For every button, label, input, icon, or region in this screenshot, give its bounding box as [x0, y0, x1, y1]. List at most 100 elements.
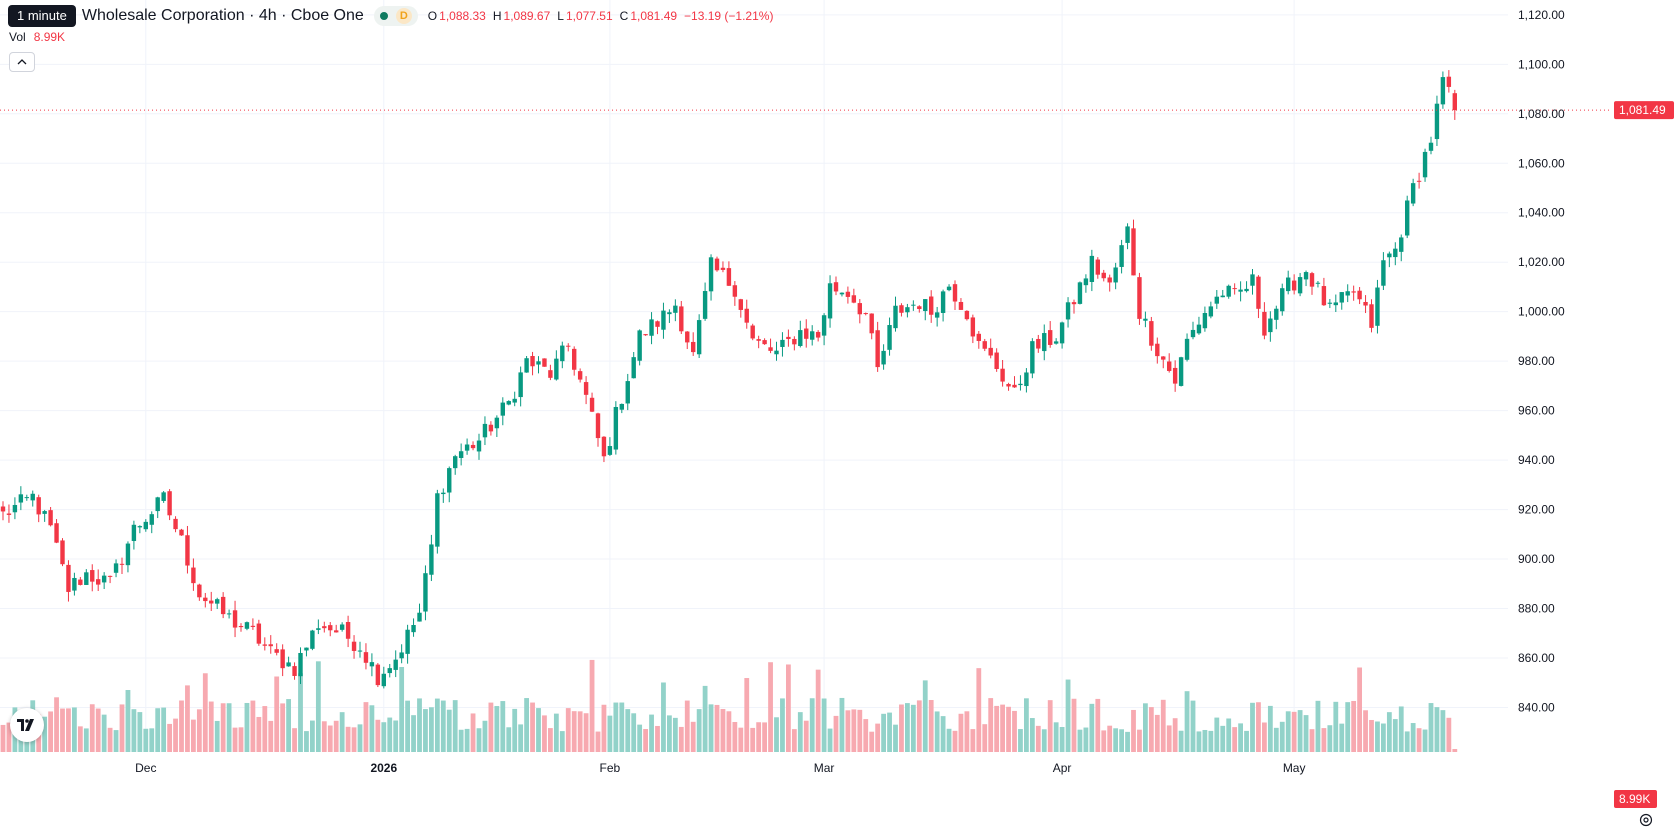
volume-bar	[791, 729, 797, 752]
volume-bar	[672, 717, 678, 752]
candle-body	[1256, 276, 1261, 309]
candle-body	[286, 662, 291, 667]
collapse-legend-button[interactable]	[9, 52, 35, 72]
candle-body	[536, 361, 541, 365]
volume-bar	[238, 727, 244, 752]
candle-body	[42, 511, 47, 514]
candle-body	[453, 456, 458, 469]
volume-bar	[803, 720, 809, 752]
candle-body	[542, 358, 547, 367]
time-axis[interactable]: Dec 2026 Feb Mar Apr May	[135, 761, 1305, 775]
candle-body	[589, 397, 595, 412]
candle-body	[1357, 290, 1362, 300]
candle-body	[1286, 277, 1291, 292]
time-tick-label: May	[1283, 761, 1306, 775]
volume-bar	[500, 701, 506, 752]
price-tick-label: 1,040.00	[1518, 206, 1565, 220]
candle-body	[1208, 306, 1214, 317]
volume-bar	[887, 712, 892, 752]
candle-body	[226, 613, 232, 615]
chart-grid	[0, 0, 1508, 752]
candle-body	[655, 321, 660, 327]
candle-body	[917, 306, 922, 309]
candle-body	[197, 584, 202, 598]
volume-value-label: 8.99K	[1619, 792, 1650, 806]
volume-bar	[994, 705, 1000, 752]
price-tick-label: 1,000.00	[1518, 305, 1565, 319]
volume-bar	[470, 713, 476, 752]
volume-bar	[797, 712, 803, 752]
tradingview-logo-icon[interactable]	[10, 708, 44, 742]
volume-bar	[512, 708, 518, 752]
market-status-pill[interactable]: D	[373, 6, 418, 26]
volume-bar	[262, 706, 268, 752]
volume-bar	[922, 680, 928, 752]
candle-body	[482, 423, 488, 438]
volume-bar	[809, 698, 815, 752]
volume-bar	[976, 668, 982, 752]
candle-body	[447, 468, 452, 493]
candle-body	[441, 492, 446, 495]
volume-bar	[1047, 700, 1053, 752]
candle-body	[155, 497, 160, 512]
candle-body	[1220, 295, 1225, 298]
volume-bar	[1345, 702, 1351, 752]
candle-body	[36, 497, 41, 515]
candle-body	[1137, 277, 1142, 319]
symbol-title[interactable]: Wholesale Corporation · 4h · Cboe One	[81, 7, 364, 24]
volume-bar	[571, 711, 577, 752]
volume-bar	[89, 704, 95, 752]
candle-body	[339, 624, 345, 630]
candle-body	[685, 331, 690, 343]
volume-bar	[589, 659, 595, 752]
gear-icon[interactable]	[1637, 811, 1657, 831]
volume-bar	[1279, 721, 1285, 752]
candle-body	[375, 664, 381, 686]
volume-bar	[601, 704, 607, 752]
candle-body	[1297, 277, 1303, 294]
volume-bar	[1291, 711, 1297, 752]
volume-bar	[607, 715, 613, 752]
volume-bar	[1327, 725, 1333, 752]
candle-body	[137, 526, 143, 528]
volume-bar	[631, 713, 637, 752]
volume-bar	[946, 728, 952, 752]
candle-body	[875, 330, 880, 368]
volume-bar	[1256, 702, 1261, 752]
volume-bar	[1190, 700, 1196, 752]
volume-bar	[1285, 711, 1291, 752]
candle-body	[1446, 76, 1452, 87]
candle-body	[250, 625, 256, 627]
candle-body	[1030, 341, 1035, 374]
volume-bar	[613, 702, 619, 752]
volume-bar	[821, 698, 827, 752]
volume-bar	[476, 728, 482, 752]
price-tick-label: 920.00	[1518, 503, 1555, 517]
candle-body	[131, 524, 137, 542]
candle-body	[607, 446, 613, 455]
price-tick-label: 940.00	[1518, 453, 1555, 467]
volume-bar	[280, 703, 286, 752]
volume-bar	[1107, 725, 1113, 752]
volume-bar	[429, 707, 434, 752]
volume-bar	[916, 700, 922, 752]
candle-body	[1410, 183, 1416, 204]
candle-body	[774, 350, 779, 355]
candle-body	[1226, 285, 1231, 297]
candle-body	[625, 381, 630, 404]
volume-bar	[405, 700, 410, 752]
price-change: −13.19 (−1.21%)	[684, 9, 774, 23]
volume-bar	[226, 703, 232, 752]
volume-bar	[1178, 730, 1184, 752]
candle-body	[1303, 272, 1309, 280]
volume-bar	[72, 707, 77, 752]
volume-bar	[667, 715, 672, 752]
volume-bar	[506, 727, 512, 752]
ohlc-open: O 1,088.33	[427, 9, 486, 23]
candle-body	[667, 312, 672, 315]
candle-body	[1238, 289, 1243, 292]
price-axis[interactable]: 1,120.00 1,100.00 1,080.00 1,060.00 1,040.00…	[1518, 8, 1565, 715]
volume-bar	[494, 706, 500, 752]
candle-body	[934, 312, 940, 318]
